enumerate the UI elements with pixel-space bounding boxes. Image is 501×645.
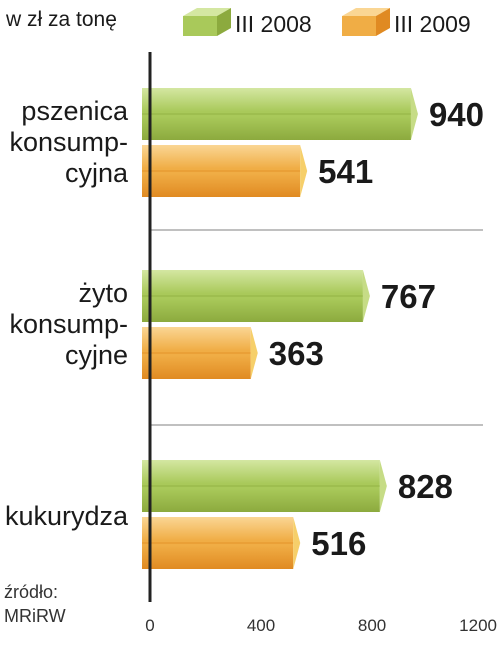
x-tick-label: 0 [145,616,154,635]
bar-end-cap [410,88,418,140]
bar-end-cap [379,460,387,512]
value-label: 828 [398,468,453,505]
x-axis-ticks: 0 400 800 1200 [145,616,497,635]
x-tick-label: 400 [247,616,275,635]
value-label: 363 [269,335,324,372]
x-tick-label: 1200 [459,616,497,635]
value-label: 767 [381,278,436,315]
legend-item: III 2008 [183,8,312,37]
bar-group: 828 [142,460,453,512]
bar-group: 541 [142,145,373,197]
bar-group: 940 [142,88,484,140]
group-separators [150,229,483,426]
bar-group: 363 [142,327,324,379]
category-label: konsump- [9,309,128,339]
unit-label: w zł za tonę [5,8,117,31]
category-label: konsump- [9,127,128,157]
bar-end-cap [250,327,258,379]
value-label: 516 [311,525,366,562]
legend-item: III 2009 [342,8,471,37]
category-label: kukurydza [5,501,129,531]
legend-label: III 2008 [235,11,312,37]
bar-end-cap [362,270,370,322]
category-label: pszenica [21,96,129,126]
bar-end-cap [293,517,301,569]
legend-box-front [183,16,217,36]
category-label: cyjna [65,158,129,188]
category-labels: pszenicakonsump-cyjnażytokonsump-cyjneku… [5,96,129,531]
category-label: cyjne [65,340,128,370]
source-name: MRiRW [4,606,66,626]
bar-end-cap [300,145,308,197]
legend-box-top [342,8,390,16]
value-label: 940 [429,96,484,133]
bar-group: 767 [142,270,436,322]
legend-box-side [217,8,231,36]
value-label: 541 [318,153,373,190]
legend-box-side [376,8,390,36]
legend: III 2008 III 2009 [183,8,471,37]
legend-box-top [183,8,231,16]
category-label: żyto [78,278,128,308]
bars: 940 541 767 363 828 516 [142,88,484,569]
legend-label: III 2009 [394,11,471,37]
source-label: źródło: [4,582,58,602]
bar-group: 516 [142,517,366,569]
x-tick-label: 800 [358,616,386,635]
legend-box-front [342,16,376,36]
